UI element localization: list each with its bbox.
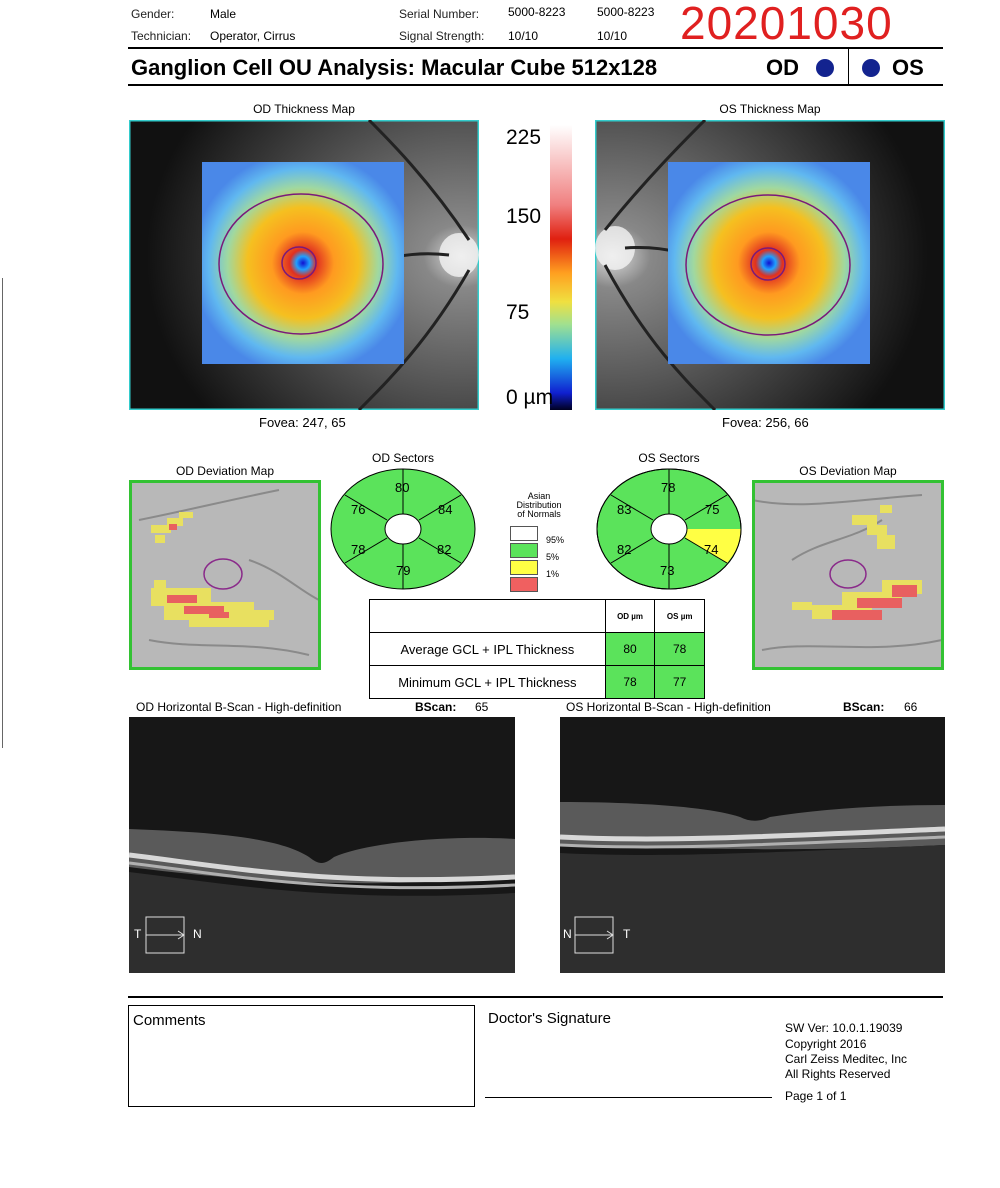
- serial-od: 5000-8223: [508, 5, 566, 19]
- os-sector-bottom-right: 74: [704, 542, 719, 557]
- os-fovea: Fovea: 256, 66: [722, 415, 809, 430]
- signal-od: 10/10: [508, 29, 539, 43]
- od-thickness-title: OD Thickness Map: [253, 102, 355, 116]
- footer-rule: [128, 996, 943, 998]
- legend-title-line-2: Distribution: [516, 500, 562, 510]
- os-sector-bottom: 73: [660, 563, 675, 578]
- legend-label-1: 1%: [546, 569, 560, 579]
- eye-separator: [848, 49, 849, 85]
- od-sector-top-left: 76: [351, 502, 366, 517]
- legend-label-95: 95%: [546, 535, 565, 545]
- od-bscan-image: [129, 717, 515, 973]
- os-sector-top: 78: [661, 480, 676, 495]
- comments-label: Comments: [133, 1012, 206, 1029]
- os-label: OS: [892, 55, 924, 80]
- od-thickness-map: [129, 120, 479, 410]
- sw-version: SW Ver: 10.0.1.19039: [785, 1021, 903, 1035]
- od-deviation-title: OD Deviation Map: [175, 464, 275, 478]
- gcl-row-label: Minimum GCL + IPL Thickness: [369, 665, 606, 699]
- serial-os: 5000-8223: [597, 5, 655, 19]
- technician-value: Operator, Cirrus: [210, 29, 296, 43]
- gcl-row-os-value: 77: [654, 665, 705, 699]
- gcl-row-od-value: 78: [604, 665, 656, 699]
- legend-swatch-yellow: [510, 560, 538, 575]
- gcl-col-os: OS µm: [654, 599, 705, 633]
- scale-label-75: 75: [506, 301, 530, 324]
- os-sector-top-right: 75: [705, 502, 720, 517]
- od-fovea: Fovea: 247, 65: [259, 415, 346, 430]
- legend-swatch-white: [510, 526, 538, 541]
- normative-legend-title: Asian Distribution of Normals: [500, 492, 578, 519]
- os-sectors-title: OS Sectors: [638, 451, 700, 465]
- od-bscan-left-dir: T: [134, 927, 142, 941]
- os-sector-bottom-left: 82: [617, 542, 632, 557]
- doctor-signature-label: Doctor's Signature: [488, 1010, 611, 1027]
- legend-swatch-red: [510, 577, 538, 592]
- signal-label: Signal Strength:: [399, 29, 485, 43]
- scale-label-0: 0 µm: [506, 386, 554, 409]
- table-row: Minimum GCL + IPL Thickness 78 77: [369, 665, 705, 699]
- legend-label-5: 5%: [546, 552, 560, 562]
- gender-value: Male: [210, 7, 237, 21]
- os-bscan-image: [560, 717, 945, 973]
- table-row: Average GCL + IPL Thickness 80 78: [369, 632, 705, 666]
- od-sectors-chart: [330, 468, 476, 590]
- os-thickness-map: [595, 120, 945, 410]
- od-sector-top: 80: [395, 480, 410, 495]
- od-bscan-title: OD Horizontal B-Scan - High-definition: [136, 700, 342, 714]
- od-bscan-index: 65: [475, 700, 489, 714]
- report-title: Ganglion Cell OU Analysis: Macular Cube …: [131, 55, 658, 80]
- legend-swatch-green: [510, 543, 538, 558]
- page-number: Page 1 of 1: [785, 1089, 847, 1103]
- os-sectors-chart: [596, 468, 742, 590]
- os-bscan-index: 66: [904, 700, 918, 714]
- od-bscan-right-dir: N: [193, 927, 202, 941]
- od-deviation-map: [129, 480, 321, 670]
- gcl-col-od: OD µm: [604, 599, 656, 633]
- legend-title-line-1: Asian: [527, 491, 551, 501]
- os-sector-top-left: 83: [617, 502, 632, 517]
- gcl-row-os-value: 78: [654, 632, 705, 666]
- gender-label: Gender:: [131, 7, 175, 21]
- gcl-table-corner: [369, 599, 606, 633]
- os-deviation-title: OS Deviation Map: [799, 464, 897, 478]
- header-rule-top: [128, 47, 943, 49]
- os-deviation-map: [752, 480, 944, 670]
- os-eye-dot: [862, 59, 880, 77]
- gcl-row-od-value: 80: [604, 632, 656, 666]
- margin-ruler: [2, 278, 8, 748]
- gcl-table-header: OD µm OS µm: [369, 599, 705, 633]
- thickness-color-scale: [550, 125, 572, 410]
- od-sectors-title: OD Sectors: [371, 451, 434, 465]
- gcl-ipl-table: OD µm OS µm Average GCL + IPL Thickness …: [369, 599, 705, 699]
- rights: All Rights Reserved: [785, 1067, 891, 1081]
- header-rule-bottom: [128, 84, 943, 86]
- scale-label-225: 225: [506, 126, 542, 149]
- company: Carl Zeiss Meditec, Inc: [785, 1052, 908, 1066]
- od-sector-top-right: 84: [438, 502, 453, 517]
- technician-label: Technician:: [131, 29, 192, 43]
- od-bscan-label: BScan:: [415, 700, 457, 714]
- signature-line[interactable]: [485, 1097, 772, 1098]
- od-sector-bottom: 79: [396, 563, 411, 578]
- od-label: OD: [766, 55, 799, 80]
- comments-box[interactable]: [128, 1005, 475, 1107]
- os-bscan-title: OS Horizontal B-Scan - High-definition: [566, 700, 771, 714]
- legend-title-line-3: of Normals: [517, 509, 561, 519]
- od-sector-bottom-left: 78: [351, 542, 366, 557]
- os-bscan-label: BScan:: [843, 700, 885, 714]
- serial-label: Serial Number:: [399, 7, 480, 21]
- scale-label-150: 150: [506, 205, 542, 228]
- od-eye-dot: [816, 59, 834, 77]
- gcl-row-label: Average GCL + IPL Thickness: [369, 632, 606, 666]
- os-thickness-title: OS Thickness Map: [719, 102, 821, 116]
- os-bscan-right-dir: T: [623, 927, 631, 941]
- os-bscan-left-dir: N: [563, 927, 572, 941]
- signal-os: 10/10: [597, 29, 628, 43]
- copyright: Copyright 2016: [785, 1037, 867, 1051]
- od-sector-bottom-right: 82: [437, 542, 452, 557]
- date-stamp: 20201030: [680, 0, 893, 49]
